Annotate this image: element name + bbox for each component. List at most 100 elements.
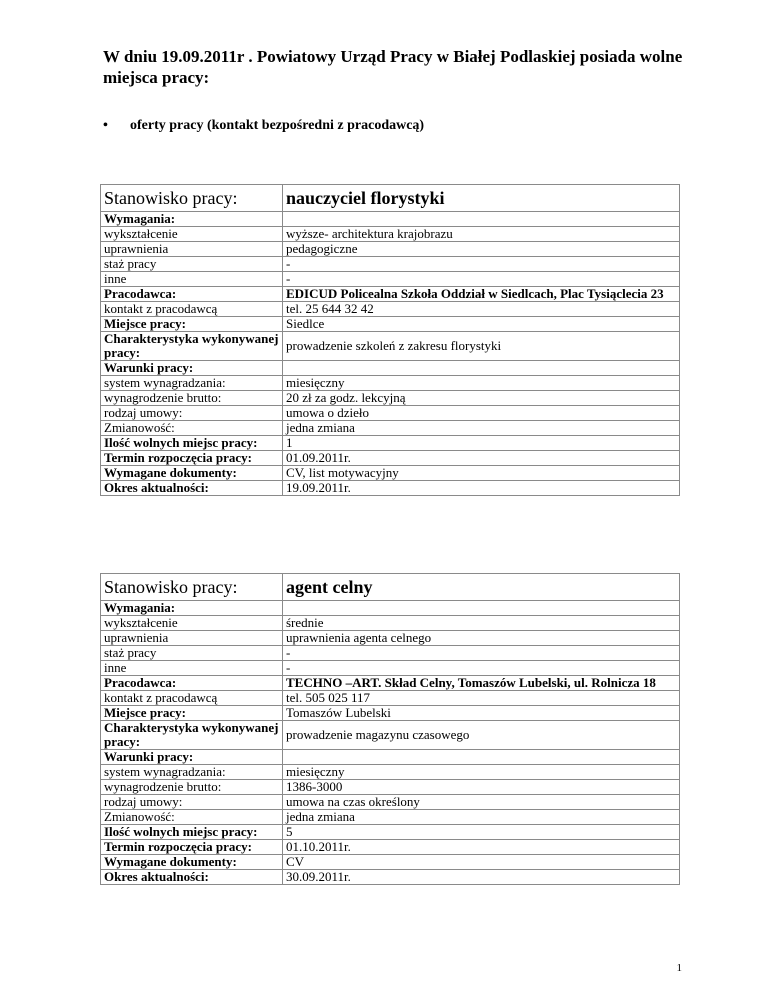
field-value (282, 749, 680, 765)
field-value: średnie (282, 615, 680, 631)
table-row: wykształcenie wyższe- architektura krajo… (100, 226, 680, 242)
field-value: 30.09.2011r. (282, 869, 680, 885)
field-value: - (282, 271, 680, 287)
table-row: Wymagane dokumenty: CV (100, 854, 680, 870)
field-label: Zmianowość: (100, 420, 283, 436)
table-row: rodzaj umowy: umowa o dzieło (100, 405, 680, 421)
table-row: system wynagradzania: miesięczny (100, 764, 680, 780)
field-label: Okres aktualności: (100, 480, 283, 496)
field-label: uprawnienia (100, 630, 283, 646)
position-row: Stanowisko pracy: nauczyciel florystyki (100, 184, 680, 212)
table-row: Okres aktualności: 30.09.2011r. (100, 869, 680, 885)
table-row: Miejsce pracy: Siedlce (100, 316, 680, 332)
position-value: agent celny (282, 573, 680, 601)
field-value: jedna zmiana (282, 809, 680, 825)
field-value: prowadzenie magazynu czasowego (282, 720, 680, 750)
table-row: Pracodawca: TECHNO –ART. Skład Celny, To… (100, 675, 680, 691)
field-label: system wynagradzania: (100, 764, 283, 780)
field-value: 01.09.2011r. (282, 450, 680, 466)
field-label: Warunki pracy: (100, 749, 283, 765)
field-label: rodzaj umowy: (100, 405, 283, 421)
table-row: staż pracy - (100, 645, 680, 661)
bullet-item: • oferty pracy (kontakt bezpośredni z pra… (103, 117, 424, 135)
field-value: Tomaszów Lubelski (282, 705, 680, 721)
field-label: Wymagania: (100, 211, 283, 227)
position-label: Stanowisko pracy: (100, 573, 283, 601)
field-label: kontakt z pracodawcą (100, 301, 283, 317)
field-label: wykształcenie (100, 226, 283, 242)
field-label: Charakterystyka wykonywanej pracy: (100, 720, 283, 750)
field-label: wynagrodzenie brutto: (100, 779, 283, 795)
table-row: kontakt z pracodawcą tel. 25 644 32 42 (100, 301, 680, 317)
field-value (282, 360, 680, 376)
field-value: umowa na czas określony (282, 794, 680, 810)
table-row: uprawnienia uprawnienia agenta celnego (100, 630, 680, 646)
table-row: inne - (100, 271, 680, 287)
field-value: 1386-3000 (282, 779, 680, 795)
table-row: system wynagradzania: miesięczny (100, 375, 680, 391)
table-row: Ilość wolnych miejsc pracy: 5 (100, 824, 680, 840)
field-value (282, 211, 680, 227)
field-label: Termin rozpoczęcia pracy: (100, 839, 283, 855)
field-label: inne (100, 660, 283, 676)
field-value: miesięczny (282, 375, 680, 391)
field-label: wykształcenie (100, 615, 283, 631)
table-row: Ilość wolnych miejsc pracy: 1 (100, 435, 680, 451)
field-value: prowadzenie szkoleń z zakresu florystyki (282, 331, 680, 361)
table-row: kontakt z pracodawcą tel. 505 025 117 (100, 690, 680, 706)
field-label: Termin rozpoczęcia pracy: (100, 450, 283, 466)
field-value: uprawnienia agenta celnego (282, 630, 680, 646)
table-row: wykształcenie średnie (100, 615, 680, 631)
position-value: nauczyciel florystyki (282, 184, 680, 212)
table-row: inne - (100, 660, 680, 676)
table-row: Termin rozpoczęcia pracy: 01.09.2011r. (100, 450, 680, 466)
field-value: 19.09.2011r. (282, 480, 680, 496)
field-value: CV (282, 854, 680, 870)
field-value: tel. 505 025 117 (282, 690, 680, 706)
field-label: staż pracy (100, 256, 283, 272)
table-row: Wymagania: (100, 600, 680, 616)
field-label: staż pracy (100, 645, 283, 661)
table-row: wynagrodzenie brutto: 20 zł za godz. lek… (100, 390, 680, 406)
field-value: umowa o dzieło (282, 405, 680, 421)
field-value: - (282, 660, 680, 676)
field-value: tel. 25 644 32 42 (282, 301, 680, 317)
field-label: uprawnienia (100, 241, 283, 257)
field-label: kontakt z pracodawcą (100, 690, 283, 706)
field-label: Pracodawca: (100, 675, 283, 691)
field-label: Pracodawca: (100, 286, 283, 302)
field-value: 5 (282, 824, 680, 840)
field-value: CV, list motywacyjny (282, 465, 680, 481)
table-row: Wymagane dokumenty: CV, list motywacyjny (100, 465, 680, 481)
field-value: - (282, 645, 680, 661)
table-row: uprawnienia pedagogiczne (100, 241, 680, 257)
table-row: Zmianowość: jedna zmiana (100, 420, 680, 436)
field-value: EDICUD Policealna Szkoła Oddział w Siedl… (282, 286, 680, 302)
table-row: Charakterystyka wykonywanej pracy: prowa… (100, 720, 680, 750)
position-row: Stanowisko pracy: agent celny (100, 573, 680, 601)
table-row: Termin rozpoczęcia pracy: 01.10.2011r. (100, 839, 680, 855)
page-number: 1 (676, 962, 683, 974)
table-row: Okres aktualności: 19.09.2011r. (100, 480, 680, 496)
page-title: W dniu 19.09.2011r . Powiatowy Urząd Pra… (103, 47, 683, 87)
position-label: Stanowisko pracy: (100, 184, 283, 212)
table-row: Warunki pracy: (100, 749, 680, 765)
field-label: Okres aktualności: (100, 869, 283, 885)
bullet-text: oferty pracy (kontakt bezpośredni z prac… (130, 118, 425, 133)
field-value: - (282, 256, 680, 272)
field-value: wyższe- architektura krajobrazu (282, 226, 680, 242)
table-row: Wymagania: (100, 211, 680, 227)
table-row: staż pracy - (100, 256, 680, 272)
field-label: Charakterystyka wykonywanej pracy: (100, 331, 283, 361)
field-value: pedagogiczne (282, 241, 680, 257)
field-label: wynagrodzenie brutto: (100, 390, 283, 406)
job-offer-table-1: Stanowisko pracy: nauczyciel florystyki … (100, 184, 680, 496)
table-row: Pracodawca: EDICUD Policealna Szkoła Odd… (100, 286, 680, 302)
field-label: Miejsce pracy: (100, 705, 283, 721)
table-row: Charakterystyka wykonywanej pracy: prowa… (100, 331, 680, 361)
field-value: miesięczny (282, 764, 680, 780)
field-label: Wymagane dokumenty: (100, 854, 283, 870)
field-label: inne (100, 271, 283, 287)
field-value: Siedlce (282, 316, 680, 332)
field-value: 1 (282, 435, 680, 451)
